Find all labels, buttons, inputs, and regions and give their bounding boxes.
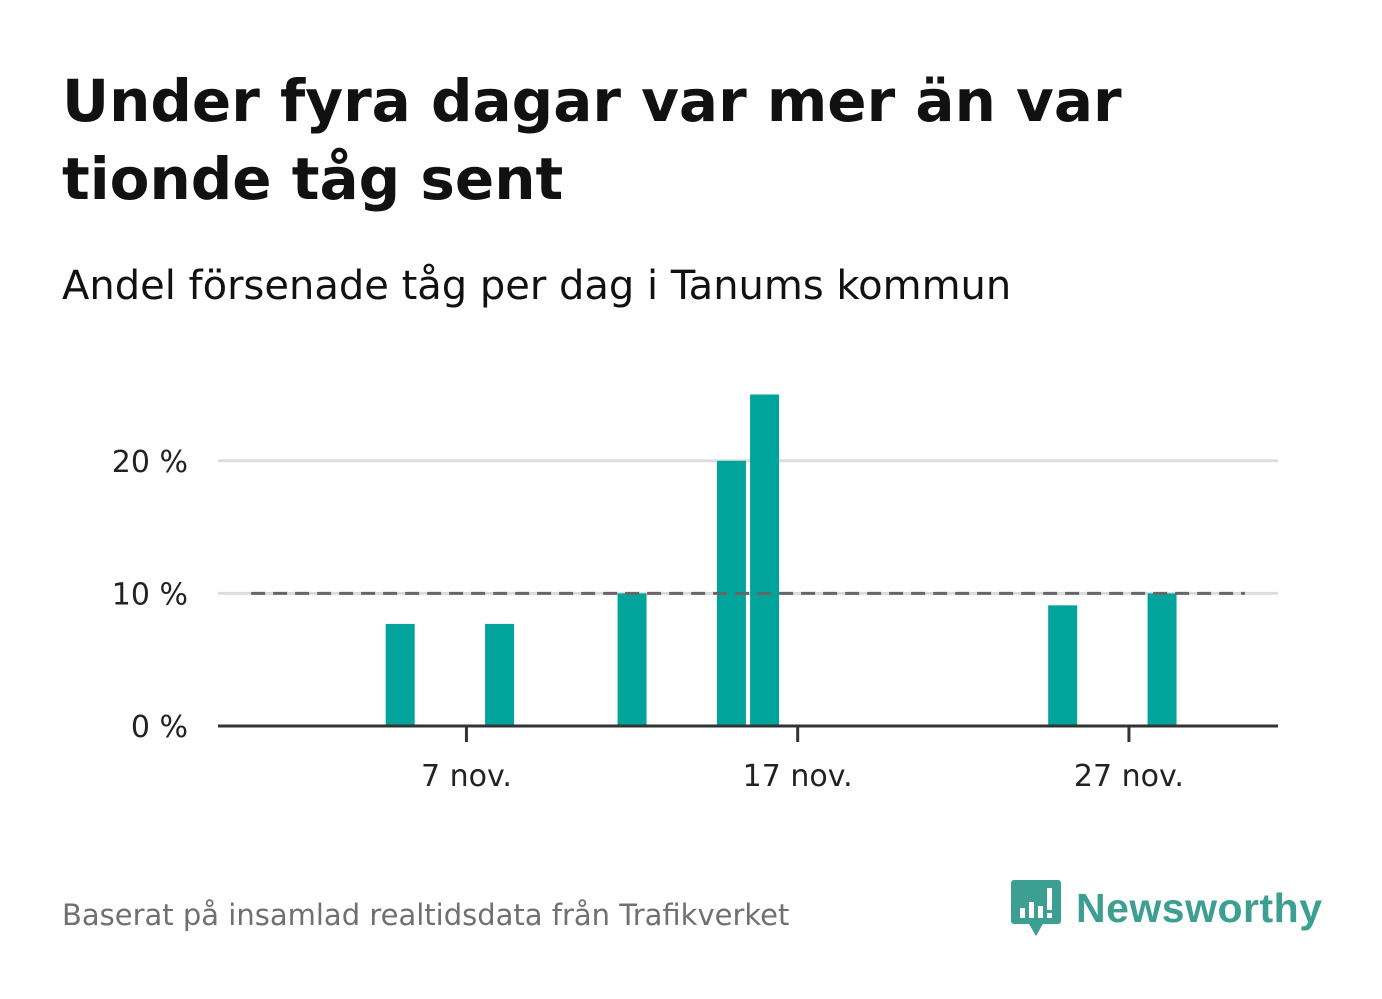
x-tick-label: 7 nov.	[421, 759, 512, 794]
newsworthy-logo-text: Newsworthy	[1076, 884, 1323, 931]
y-tick-label: 20 %	[112, 445, 188, 480]
source-note: Baserat på insamlad realtidsdata från Tr…	[62, 898, 790, 932]
y-tick-label: 0 %	[131, 710, 188, 745]
chart-subtitle: Andel försenade tåg per dag i Tanums kom…	[62, 263, 1012, 309]
axes: 0 % 10 % 20 % 7 nov. 17 nov. 27 nov.	[112, 445, 1278, 794]
bar-chart: 0 % 10 % 20 % 7 nov. 17 nov. 27 nov.	[112, 394, 1278, 794]
bar	[617, 593, 647, 726]
bar	[1048, 605, 1078, 726]
bars	[385, 394, 1177, 726]
newsworthy-logo-icon	[1011, 880, 1061, 936]
newsworthy-logo: Newsworthy	[1010, 878, 1323, 938]
gridlines	[218, 459, 1278, 595]
x-tick-label: 17 nov.	[743, 759, 853, 794]
bar	[1147, 593, 1177, 726]
x-tick-label: 27 nov.	[1074, 759, 1184, 794]
bar	[485, 623, 515, 726]
chart-title: Under fyra dagar var mer än var tionde t…	[62, 67, 1122, 213]
bar	[385, 623, 415, 726]
y-tick-label: 10 %	[112, 577, 188, 612]
bar	[750, 394, 780, 726]
